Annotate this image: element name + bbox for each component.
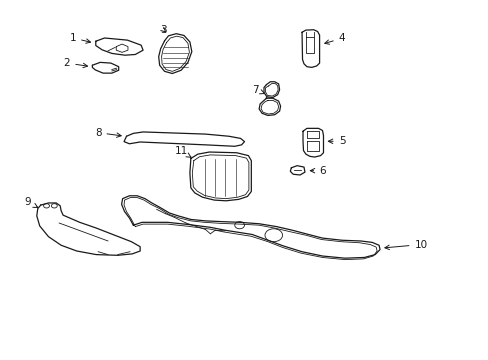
Text: 9: 9	[24, 197, 38, 207]
Text: 8: 8	[95, 128, 121, 138]
Text: 3: 3	[160, 25, 166, 35]
Text: 2: 2	[63, 58, 87, 68]
Text: 11: 11	[174, 146, 191, 157]
Text: 5: 5	[327, 136, 345, 146]
Text: 7: 7	[251, 85, 264, 95]
Text: 6: 6	[310, 166, 325, 176]
Text: 4: 4	[324, 33, 345, 44]
Text: 1: 1	[69, 33, 90, 43]
Text: 10: 10	[384, 239, 427, 249]
